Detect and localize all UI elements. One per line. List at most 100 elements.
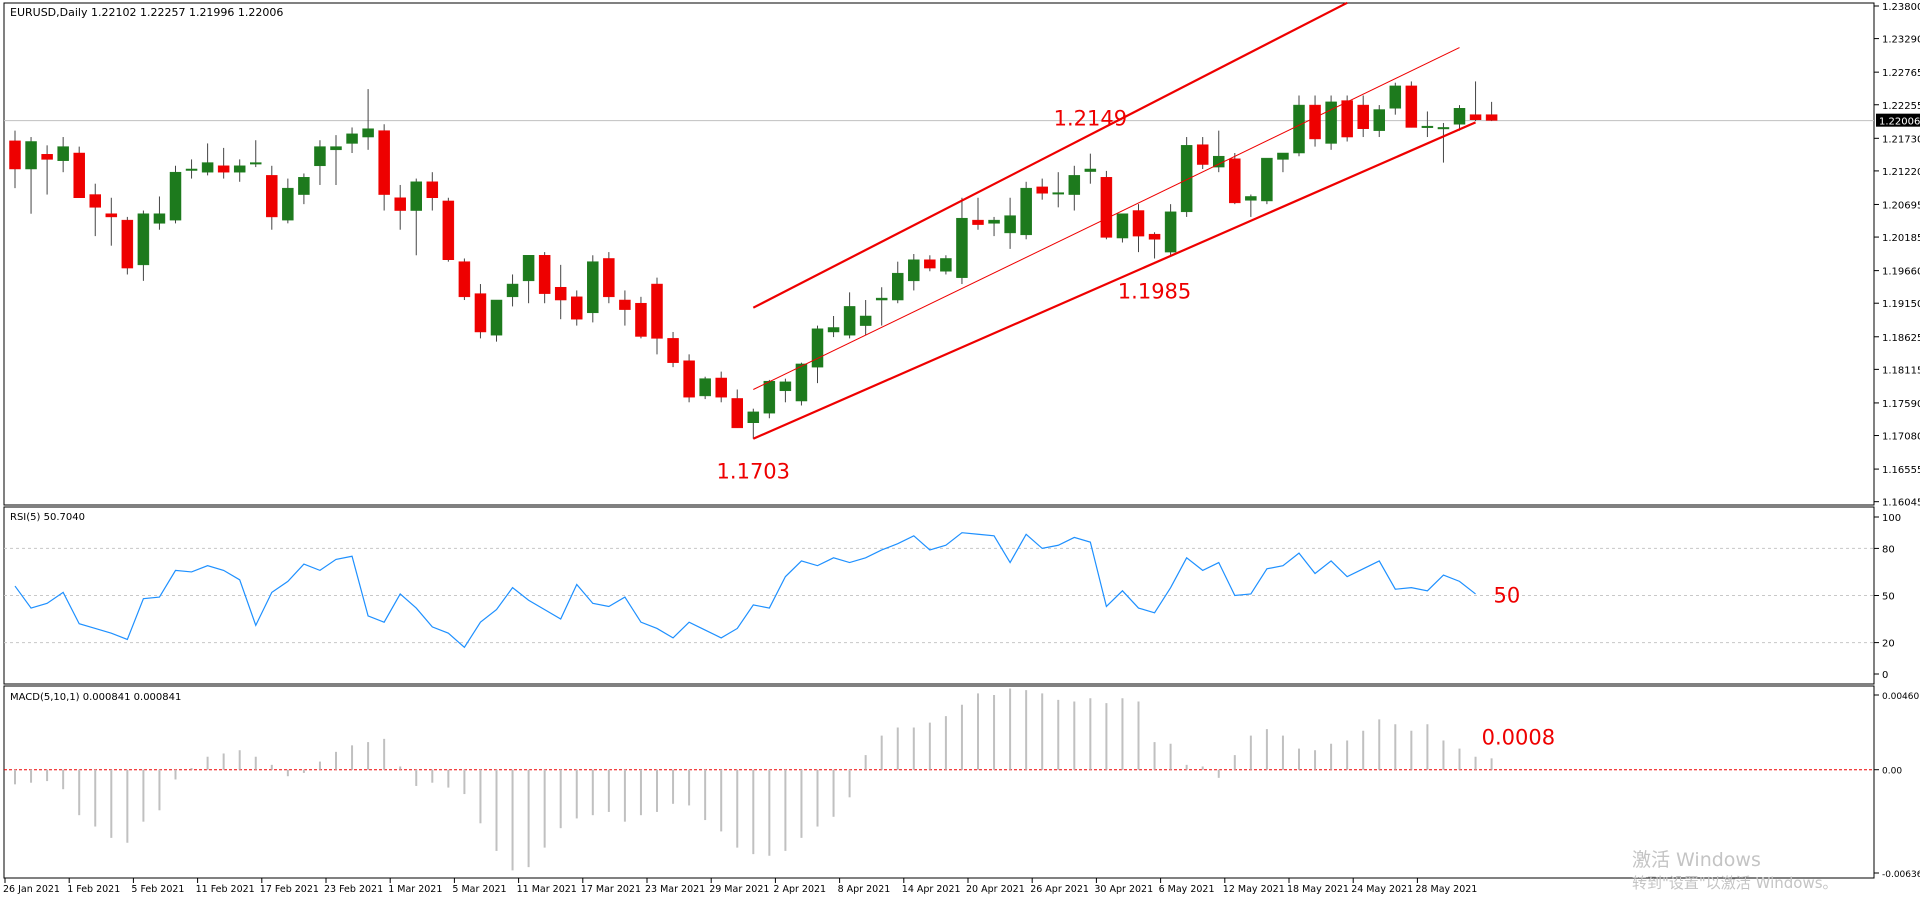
candle-body — [1277, 152, 1289, 160]
bear-candle — [603, 252, 615, 304]
bear-candle — [73, 146, 85, 199]
candle-body — [1116, 213, 1129, 239]
bull-candle — [137, 210, 150, 281]
bull-candle — [233, 159, 246, 182]
candle-body — [9, 140, 21, 170]
rsi-pane-title: RSI(5) 50.7040 — [10, 512, 85, 523]
candle-body — [185, 168, 198, 171]
bear-candle — [619, 290, 631, 326]
bull-candle — [859, 300, 872, 336]
candle-body — [651, 283, 663, 339]
trend-channel[interactable] — [752, 1, 1476, 440]
bear-candle — [9, 130, 21, 189]
price-tick-label: 1.18625 — [1882, 333, 1920, 344]
candle-body — [1261, 157, 1273, 202]
candle-body — [394, 197, 406, 211]
current-price-label: 1.22006 — [1879, 117, 1920, 128]
candle-body — [1068, 175, 1081, 195]
candle-body — [1036, 186, 1048, 194]
bull-candle — [1180, 137, 1193, 217]
bull-candle — [940, 255, 952, 275]
candle-body — [1004, 215, 1016, 234]
candle-body — [1180, 145, 1193, 213]
bear-candle — [1229, 153, 1241, 205]
time-tick-label: 26 Jan 2021 — [3, 884, 60, 895]
candle-body — [1389, 85, 1402, 109]
time-tick-label: 18 May 2021 — [1287, 884, 1349, 895]
time-tick-label: 23 Mar 2021 — [645, 884, 705, 895]
time-tick-label: 12 May 2021 — [1223, 884, 1285, 895]
bear-candle — [1341, 95, 1353, 142]
price-tick-label: 1.23800 — [1882, 2, 1920, 13]
bull-candle — [282, 178, 294, 224]
macd-axis: 0.004601 0.00 -0.006361 — [1874, 692, 1920, 880]
bull-candle — [811, 325, 824, 384]
candlestick-series[interactable] — [9, 81, 1498, 439]
bull-candle — [330, 135, 342, 185]
bull-candle — [779, 378, 792, 403]
bull-candle — [587, 255, 599, 323]
bear-candle — [538, 252, 551, 304]
bear-candle — [1469, 81, 1482, 122]
bear-candle — [1309, 95, 1321, 147]
time-tick-label: 28 May 2021 — [1415, 884, 1477, 895]
channel-mid-line — [753, 47, 1460, 390]
candle-body — [474, 293, 487, 333]
candle-body — [73, 152, 85, 199]
price-axis: 1.23800 1.23290 1.22765 1.22255 1.21730 1.212… — [1874, 2, 1920, 509]
price-tick-label: 1.22255 — [1882, 101, 1920, 112]
bear-candle — [41, 145, 53, 195]
bear-candle — [1100, 170, 1113, 240]
candle-body — [1373, 109, 1385, 131]
bull-candle — [169, 165, 182, 224]
price-annotations: 1.2149 1.1985 1.1703 — [717, 107, 1192, 484]
candle-body — [1341, 100, 1353, 138]
watermark-line2: 转到"设置"以激活 Windows。 — [1632, 874, 1838, 892]
price-annotation-label: 1.1703 — [717, 460, 790, 484]
rsi-line — [14, 532, 1476, 649]
time-tick-label: 24 May 2021 — [1351, 884, 1413, 895]
bull-candle — [57, 137, 69, 173]
candle-body — [1196, 144, 1209, 165]
candle-body — [538, 255, 551, 294]
candle-body — [1293, 104, 1305, 154]
candle-body — [266, 175, 278, 218]
candle-body — [490, 299, 503, 336]
channel-upper-line — [752, 1, 1348, 309]
candle-body — [1421, 125, 1434, 128]
price-annotation-label: 1.2149 — [1054, 107, 1127, 131]
time-tick-label: 14 Apr 2021 — [902, 884, 961, 895]
time-tick-label: 1 Mar 2021 — [388, 884, 442, 895]
candle-body — [169, 171, 182, 221]
bull-candle — [763, 379, 776, 419]
candle-body — [346, 133, 358, 144]
price-tick-label: 1.16555 — [1882, 465, 1920, 476]
bull-candle — [346, 127, 358, 154]
candle-body — [875, 297, 888, 301]
price-tick-label: 1.21220 — [1882, 167, 1920, 178]
bear-candle — [731, 389, 743, 429]
candle-body — [1020, 187, 1032, 236]
price-tick-label: 1.16045 — [1882, 498, 1920, 509]
bull-candle — [1020, 181, 1032, 240]
macd-tick-label: -0.006361 — [1882, 870, 1920, 880]
bear-candle — [554, 264, 567, 320]
time-tick-label: 30 Apr 2021 — [1094, 884, 1153, 895]
bull-candle — [1325, 95, 1337, 150]
time-tick-label: 17 Feb 2021 — [260, 884, 319, 895]
bear-candle — [635, 296, 647, 339]
candle-body — [779, 381, 792, 392]
bear-candle — [217, 147, 230, 179]
candle-body — [1309, 104, 1321, 140]
bull-candle — [747, 408, 760, 439]
price-tick-label: 1.17590 — [1882, 399, 1920, 410]
candle-body — [1245, 196, 1257, 201]
candle-body — [603, 258, 615, 298]
candle-body — [956, 217, 968, 278]
candle-body — [1485, 114, 1498, 121]
candle-body — [426, 181, 439, 199]
bull-candle — [1421, 111, 1434, 138]
candle-body — [410, 181, 422, 211]
